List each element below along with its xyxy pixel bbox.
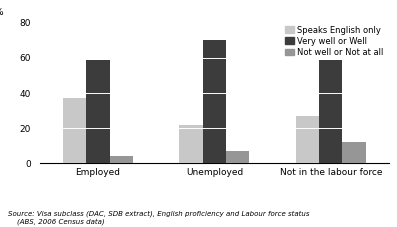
Bar (226, 151, 249, 163)
Bar (86, 60, 110, 163)
Legend: Speaks English only, Very well or Well, Not well or Not at all: Speaks English only, Very well or Well, … (283, 24, 385, 59)
Text: %: % (0, 8, 3, 17)
Bar (179, 125, 203, 163)
Bar (203, 40, 226, 163)
Bar (343, 142, 366, 163)
Bar (296, 116, 319, 163)
Bar (110, 156, 133, 163)
Bar (319, 60, 343, 163)
Text: Source: Visa subclass (DAC, SDB extract), English proficiency and Labour force s: Source: Visa subclass (DAC, SDB extract)… (8, 210, 309, 225)
Bar (63, 98, 86, 163)
